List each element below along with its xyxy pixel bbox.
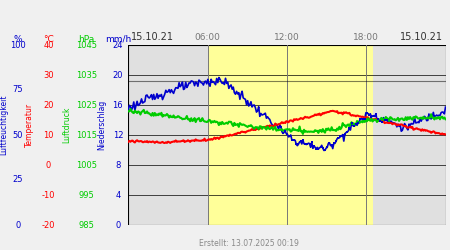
Point xyxy=(368,115,375,119)
Text: Temperatur: Temperatur xyxy=(25,103,34,147)
Text: 995: 995 xyxy=(79,190,94,200)
Text: 18:00: 18:00 xyxy=(353,34,379,42)
Point xyxy=(357,118,364,122)
Point xyxy=(299,138,306,142)
Point xyxy=(304,142,311,146)
Point xyxy=(337,134,344,138)
Text: 1035: 1035 xyxy=(76,70,97,80)
Point xyxy=(302,142,309,146)
Point xyxy=(286,134,293,138)
Point xyxy=(279,132,287,136)
Text: mm/h: mm/h xyxy=(105,35,131,44)
Point xyxy=(317,145,324,149)
Point xyxy=(310,144,318,148)
Point xyxy=(372,112,379,116)
Text: 0: 0 xyxy=(46,160,51,170)
Point xyxy=(324,145,331,149)
Text: 50: 50 xyxy=(13,130,23,140)
Text: 16: 16 xyxy=(112,100,123,110)
Point xyxy=(295,142,302,146)
Point xyxy=(383,118,391,122)
Text: 15.10.21: 15.10.21 xyxy=(130,32,174,42)
Text: °C: °C xyxy=(43,35,54,44)
Point xyxy=(315,147,322,151)
Text: 40: 40 xyxy=(43,40,54,50)
Point xyxy=(339,132,346,136)
Text: 4: 4 xyxy=(115,190,121,200)
Text: 75: 75 xyxy=(13,86,23,94)
Text: 10: 10 xyxy=(43,130,54,140)
Point xyxy=(308,140,315,144)
Point xyxy=(348,121,355,125)
Point xyxy=(326,141,333,145)
Text: -20: -20 xyxy=(42,220,55,230)
Text: hPa: hPa xyxy=(78,35,94,44)
Point xyxy=(333,139,340,143)
Point xyxy=(313,147,320,151)
Text: 12: 12 xyxy=(112,130,123,140)
Point xyxy=(277,124,284,128)
Point xyxy=(355,121,362,125)
Point xyxy=(359,118,366,122)
Point xyxy=(282,129,289,133)
Text: %: % xyxy=(14,35,22,44)
Point xyxy=(297,139,304,143)
Text: Luftfeuchtigkeit: Luftfeuchtigkeit xyxy=(0,95,8,155)
Point xyxy=(374,117,382,121)
Point xyxy=(361,116,369,120)
Point xyxy=(290,138,297,142)
Text: Niederschlag: Niederschlag xyxy=(97,100,106,150)
Text: 1025: 1025 xyxy=(76,100,97,110)
Text: 25: 25 xyxy=(13,176,23,184)
Text: 0: 0 xyxy=(115,220,121,230)
Text: 1045: 1045 xyxy=(76,40,97,50)
Point xyxy=(321,148,328,152)
Point xyxy=(330,141,338,145)
Point xyxy=(364,111,371,115)
Text: 100: 100 xyxy=(10,40,26,50)
Text: 1015: 1015 xyxy=(76,130,97,140)
Point xyxy=(341,132,348,136)
Point xyxy=(350,124,357,128)
Point xyxy=(370,114,377,118)
Point xyxy=(377,118,384,122)
Text: 8: 8 xyxy=(115,160,121,170)
Text: 20: 20 xyxy=(112,70,123,80)
Point xyxy=(346,126,353,130)
Text: 12:00: 12:00 xyxy=(274,34,300,42)
Text: 30: 30 xyxy=(43,70,54,80)
Bar xyxy=(207,45,373,225)
Point xyxy=(328,143,335,147)
Text: 0: 0 xyxy=(15,220,21,230)
Text: 15.10.21: 15.10.21 xyxy=(400,32,443,42)
Text: 1005: 1005 xyxy=(76,160,97,170)
Text: 24: 24 xyxy=(112,40,123,50)
Point xyxy=(306,142,313,146)
Point xyxy=(381,118,388,122)
Point xyxy=(319,146,326,150)
Point xyxy=(288,138,296,142)
Point xyxy=(366,113,373,117)
Text: 20: 20 xyxy=(43,100,54,110)
Text: Erstellt: 13.07.2025 00:19: Erstellt: 13.07.2025 00:19 xyxy=(199,238,299,248)
Point xyxy=(352,122,360,126)
Point xyxy=(343,130,351,134)
Text: -10: -10 xyxy=(42,190,55,200)
Point xyxy=(335,136,342,140)
Point xyxy=(379,120,386,124)
Text: 06:00: 06:00 xyxy=(194,34,220,42)
Point xyxy=(292,142,300,146)
Point xyxy=(284,132,291,136)
Text: 985: 985 xyxy=(78,220,94,230)
Text: Luftdruck: Luftdruck xyxy=(62,107,71,143)
